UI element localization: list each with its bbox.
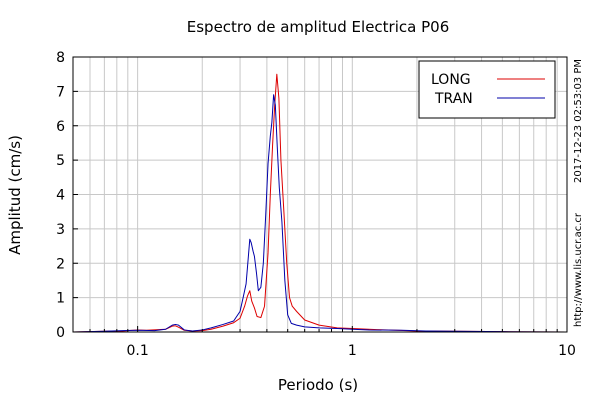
x-axis-label: Periodo (s) <box>278 376 358 394</box>
x-tick-label: 10 <box>558 343 576 359</box>
y-axis-label: Amplitud (cm/s) <box>6 135 24 255</box>
legend-label-long: LONG <box>431 72 471 88</box>
axis-ticks: 0 1 2 3 4 5 6 7 8 0.1 1 10 <box>56 50 576 359</box>
x-tick-label: 0.1 <box>126 343 148 359</box>
x-tick-label: 1 <box>348 343 357 359</box>
series-lines <box>72 73 568 333</box>
series-line-tran <box>72 94 568 333</box>
series-line-long <box>72 73 568 333</box>
y-tick-label: 7 <box>56 84 65 100</box>
y-tick-label: 1 <box>56 291 65 307</box>
y-tick-label: 3 <box>56 222 65 238</box>
y-tick-label: 8 <box>56 50 65 66</box>
chart-title: Espectro de amplitud Electrica P06 <box>187 18 450 36</box>
y-tick-label: 0 <box>56 325 65 341</box>
y-tick-label: 5 <box>56 153 65 169</box>
legend-label-tran: TRAN <box>434 91 473 107</box>
legend: LONG TRAN <box>418 60 556 119</box>
y-tick-label: 4 <box>56 188 65 204</box>
timestamp-label: 2017-12-23 02:53:03 PM <box>573 59 584 183</box>
grid-lines <box>72 57 568 332</box>
y-tick-label: 2 <box>56 256 65 272</box>
legend-box <box>418 60 556 119</box>
y-tick-label: 6 <box>56 119 65 135</box>
website-label: http://www.lis.ucr.ac.cr <box>573 212 584 327</box>
